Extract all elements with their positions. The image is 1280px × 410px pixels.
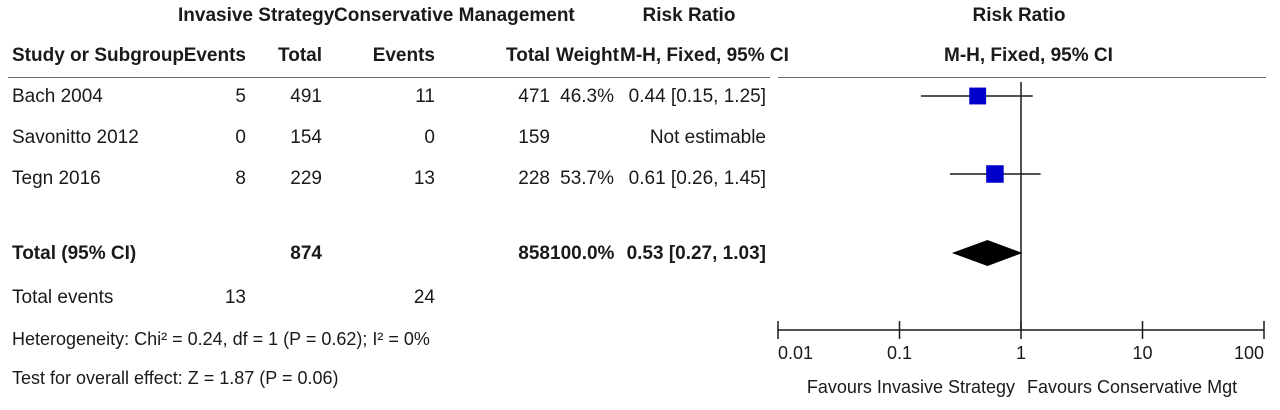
total1-value: 491 xyxy=(290,86,322,107)
study-column-header: Study or Subgroup xyxy=(12,45,185,66)
total2-value: 858 xyxy=(518,243,550,264)
study-point-marker xyxy=(986,165,1004,183)
favours-right-label: Favours Conservative Mgt xyxy=(1027,377,1237,397)
study-name: Savonitto 2012 xyxy=(12,127,139,148)
x-tick-label: 100 xyxy=(1234,343,1264,363)
x-tick-label: 10 xyxy=(1132,343,1152,363)
weight-column-header: Weight xyxy=(556,45,619,66)
pooled-diamond xyxy=(951,240,1023,266)
total1-column-header: Total xyxy=(278,45,322,66)
heterogeneity-text: Heterogeneity: Chi² = 0.24, df = 1 (P = … xyxy=(12,329,430,349)
total1-value: 874 xyxy=(290,243,322,264)
ci-value: 0.44 [0.15, 1.25] xyxy=(628,86,766,107)
x-axis-ticks: 0.01 0.1 1 10 100 xyxy=(777,321,1265,363)
study-markers xyxy=(920,87,1041,183)
total2-value: 159 xyxy=(518,127,550,148)
plot-title: Risk Ratio xyxy=(972,5,1066,26)
favours-left-label: Favours Invasive Strategy xyxy=(807,377,1015,397)
total1-value: 229 xyxy=(290,168,322,189)
risk-ratio-title: Risk Ratio xyxy=(642,5,736,26)
x-tick-label: 1 xyxy=(1016,343,1026,363)
events1-value: 5 xyxy=(235,86,246,107)
header-separator xyxy=(8,77,770,78)
total2-column-header: Total xyxy=(506,45,550,66)
total-events2-value: 24 xyxy=(413,287,435,308)
events2-column-header: Events xyxy=(372,45,435,66)
events2-value: 13 xyxy=(413,168,435,189)
group2-header: Conservative Management xyxy=(334,5,575,26)
study-name: Tegn 2016 xyxy=(12,168,101,189)
weight-value: 53.7% xyxy=(560,168,614,189)
total2-value: 471 xyxy=(518,86,550,107)
events1-column-header: Events xyxy=(183,45,246,66)
total-ci-value: 0.53 [0.27, 1.03] xyxy=(626,243,766,264)
overall-effect-text: Test for overall effect: Z = 1.87 (P = 0… xyxy=(12,368,339,388)
events1-value: 0 xyxy=(235,127,246,148)
x-tick-label: 0.1 xyxy=(887,343,912,363)
total2-value: 228 xyxy=(518,168,550,189)
study-point-marker xyxy=(969,87,987,105)
ci-column-header: M-H, Fixed, 95% CI xyxy=(620,45,789,66)
total-label: Total (95% CI) xyxy=(12,243,137,264)
group1-header: Invasive Strategy xyxy=(178,5,335,26)
ci-value: Not estimable xyxy=(649,127,766,148)
plot-subtitle: M-H, Fixed, 95% CI xyxy=(944,45,1113,66)
events2-value: 0 xyxy=(424,127,435,148)
events1-value: 8 xyxy=(235,168,246,189)
events2-value: 11 xyxy=(415,86,435,107)
plot-header-separator xyxy=(778,77,1266,78)
ci-value: 0.61 [0.26, 1.45] xyxy=(628,168,766,189)
total-weight-value: 100.0% xyxy=(550,243,615,264)
total-events1-value: 13 xyxy=(224,287,246,308)
total1-value: 154 xyxy=(290,127,322,148)
study-name: Bach 2004 xyxy=(12,86,103,107)
total-events-label: Total events xyxy=(12,287,114,308)
weight-value: 46.3% xyxy=(560,86,614,107)
x-tick-label: 0.01 xyxy=(778,343,813,363)
